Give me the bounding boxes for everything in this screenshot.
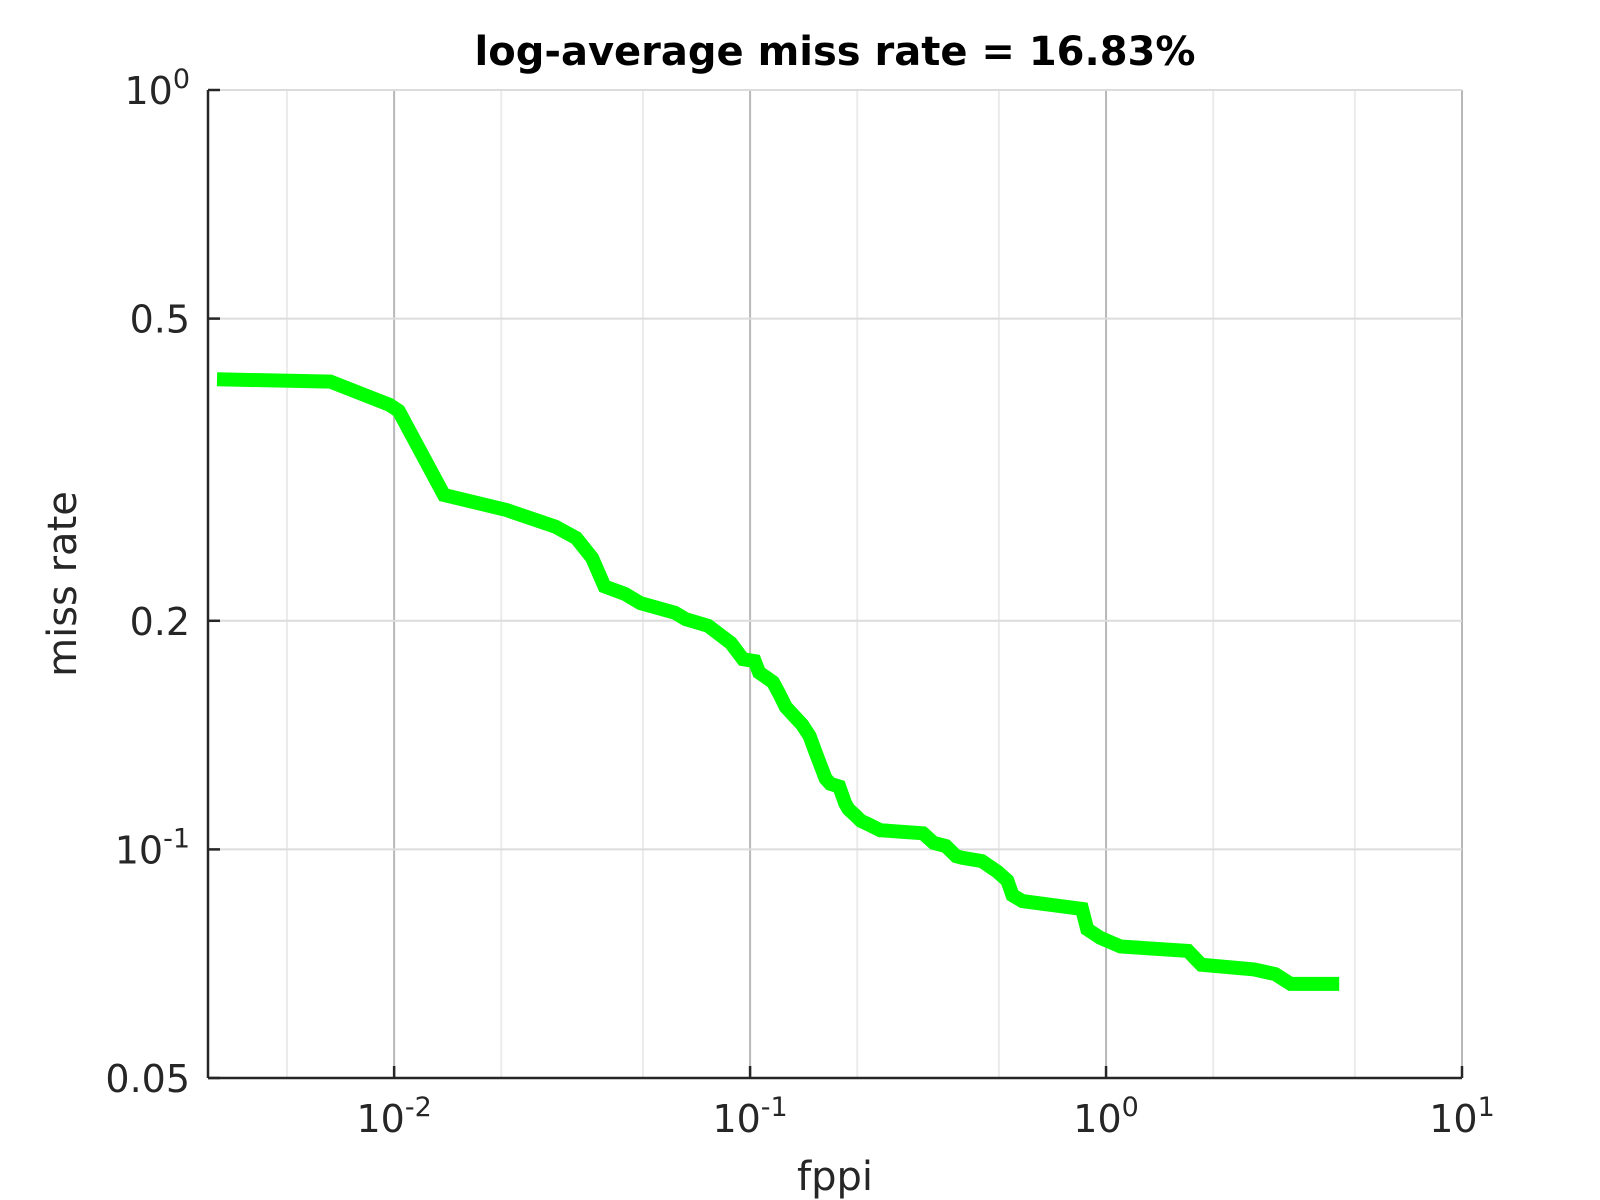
y-axis-label: miss rate <box>40 491 86 677</box>
chart-title: log-average miss rate = 16.83% <box>475 29 1196 75</box>
x-tick-label: 10-1 <box>712 1092 787 1141</box>
plot-area <box>208 90 1462 1078</box>
x-tick-label: 100 <box>1073 1092 1139 1141</box>
x-tick-label: 101 <box>1429 1092 1495 1141</box>
y-tick-label: 0.2 <box>130 600 190 644</box>
y-tick-label: 100 <box>124 64 190 113</box>
x-tick-label: 10-2 <box>356 1092 431 1141</box>
tick-label-layer: 10-2 10-1 100 101 0.05 10-1 0.2 0.5 100 <box>105 64 1494 1141</box>
series-layer <box>216 372 1340 991</box>
y-tick-label: 0.05 <box>105 1057 190 1101</box>
y-tick-label: 0.5 <box>130 298 190 342</box>
x-axis-label: fppi <box>797 1154 873 1200</box>
miss-rate-curve <box>216 372 1340 991</box>
y-tick-label: 10-1 <box>115 823 190 872</box>
axes-layer <box>206 88 1464 1080</box>
